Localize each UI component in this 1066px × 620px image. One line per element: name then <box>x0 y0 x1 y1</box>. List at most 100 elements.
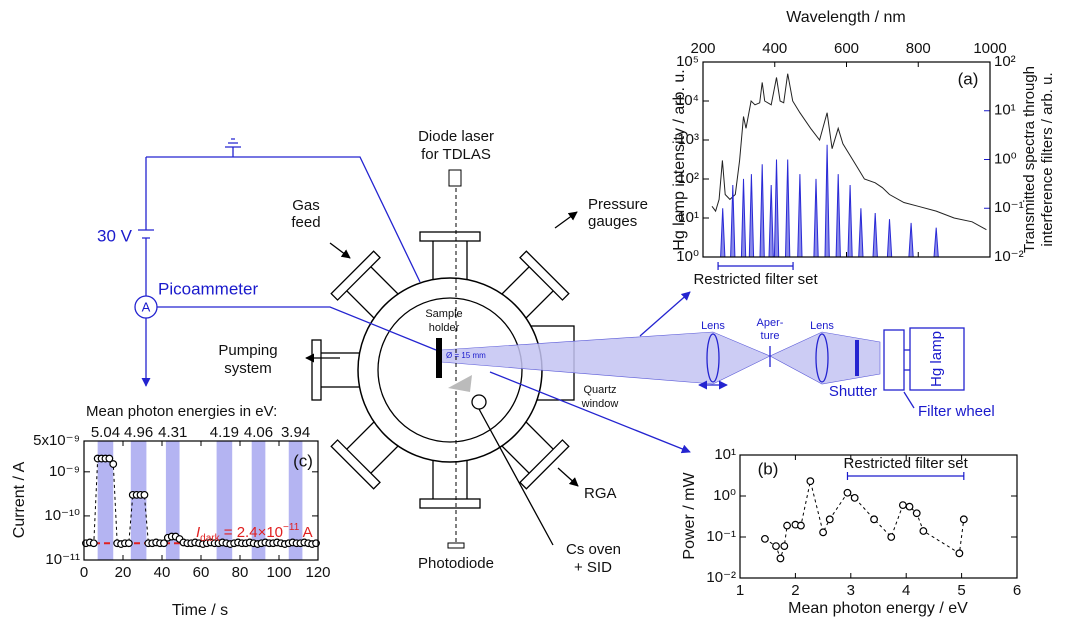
label-part: A <box>299 524 312 541</box>
y-tick-label: 5x10⁻⁹ <box>33 432 80 449</box>
arrow <box>329 242 351 259</box>
annotation: Restricted filter set <box>693 271 818 288</box>
label: Photodiode <box>418 555 494 572</box>
label: Filter wheel <box>918 403 995 420</box>
label: Picoammeter <box>158 279 258 298</box>
wire <box>157 306 437 351</box>
point <box>105 454 114 463</box>
band-label: 5.04 <box>91 424 120 441</box>
label: Shutter <box>829 383 877 400</box>
x-tick-label: 80 <box>232 564 249 581</box>
diode-laser <box>448 169 462 187</box>
label: gauges <box>588 213 637 230</box>
label-part: dark <box>200 533 220 544</box>
y-tick-label: 10⁻¹⁰ <box>44 507 80 524</box>
y2-tick-label: 10⁻¹ <box>994 199 1024 216</box>
label-part: I <box>196 524 200 541</box>
point <box>124 539 133 548</box>
label-part: −11 <box>283 522 300 533</box>
frame <box>739 454 1018 579</box>
y-tick-label: 10⁴ <box>676 92 699 109</box>
y-tick-label: 10⁻¹ <box>706 528 736 545</box>
panel-label: (b) <box>758 459 779 478</box>
label: 30 V <box>97 226 133 245</box>
hg-lamp <box>909 327 965 391</box>
y-tick-label: 10⁻² <box>706 569 736 586</box>
x-tick-label: 120 <box>305 564 330 581</box>
x-tick-label: 1000 <box>973 40 1006 57</box>
y2-tick-label: 10⁻² <box>994 248 1024 265</box>
battery-wire <box>138 157 154 296</box>
point <box>776 554 785 563</box>
y-tick-label: 10⁻¹¹ <box>45 551 80 568</box>
y-tick-label: 10⁻⁹ <box>49 463 80 480</box>
label: Lens <box>810 320 834 332</box>
y-tick-label: 10⁵ <box>676 53 699 70</box>
point <box>850 493 859 502</box>
chamber <box>357 277 543 463</box>
band <box>251 441 266 560</box>
x-tick-label: 40 <box>154 564 171 581</box>
label: RGA <box>584 485 617 502</box>
wire <box>146 156 421 283</box>
point <box>870 515 878 524</box>
y-tick-label: 10¹ <box>714 446 736 463</box>
oven-cone <box>448 375 472 392</box>
cs-oven <box>471 394 487 410</box>
y-tick-label: 10⁰ <box>713 487 736 504</box>
point <box>955 549 964 558</box>
chart: 200 400 600 800 1000 10⁰ 10¹ 10² 10³ 10⁴ 10⁵ 10⁻² 10… <box>671 9 1056 288</box>
plot-area <box>703 62 990 257</box>
point <box>825 515 834 524</box>
point <box>806 477 815 486</box>
point <box>959 515 968 524</box>
x-tick-label: 4 <box>902 582 910 599</box>
label-part: = 2.4×10 <box>220 524 283 541</box>
annotation-bracket <box>846 472 965 480</box>
x-tick-label: 20 <box>115 564 132 581</box>
setup-diagram: Diode laser for TDLAS Pressure gauges Ga… <box>97 109 995 576</box>
band <box>288 441 303 560</box>
frame <box>702 61 991 258</box>
x-tick-label: 800 <box>906 40 931 57</box>
x-tick-label: 0 <box>80 564 88 581</box>
x-tick-label: 2 <box>791 582 799 599</box>
x-tick-label: 1 <box>736 582 744 599</box>
ground <box>225 138 241 157</box>
label: holder <box>429 322 460 334</box>
label: Diode laser <box>418 128 494 145</box>
point <box>160 539 168 548</box>
y2-axis-label: interference filters / arb. u. <box>1039 72 1056 246</box>
panel-label: (c) <box>293 451 313 470</box>
point <box>772 542 780 550</box>
label: system <box>224 360 272 377</box>
point <box>140 490 149 499</box>
annotation: Restricted filter set <box>844 455 969 472</box>
x-tick-label: 200 <box>690 40 715 57</box>
point <box>783 521 791 530</box>
band-label: 4.31 <box>158 424 187 441</box>
point <box>912 509 921 518</box>
line <box>711 73 987 231</box>
x-tick-label: 60 <box>193 564 210 581</box>
point <box>797 521 805 530</box>
label: Lens <box>701 320 725 332</box>
label: for TDLAS <box>421 146 491 163</box>
point <box>905 502 914 511</box>
oven-pointer <box>478 408 554 546</box>
band-label: 4.96 <box>124 424 153 441</box>
label: A <box>142 299 151 314</box>
label: Pressure <box>588 196 648 213</box>
point <box>780 542 789 550</box>
y-tick-label: 10² <box>677 170 699 187</box>
y2-axis-label: Transmitted spectra through <box>1021 66 1038 253</box>
arrow <box>557 467 579 487</box>
label: + SID <box>574 559 612 576</box>
point <box>819 528 827 537</box>
x-axis-label: Time / s <box>172 602 228 619</box>
point <box>898 501 907 509</box>
point <box>843 488 852 497</box>
y-axis-label: Power / mW <box>681 472 698 560</box>
label: Cs oven <box>566 541 621 558</box>
frame <box>83 440 319 561</box>
